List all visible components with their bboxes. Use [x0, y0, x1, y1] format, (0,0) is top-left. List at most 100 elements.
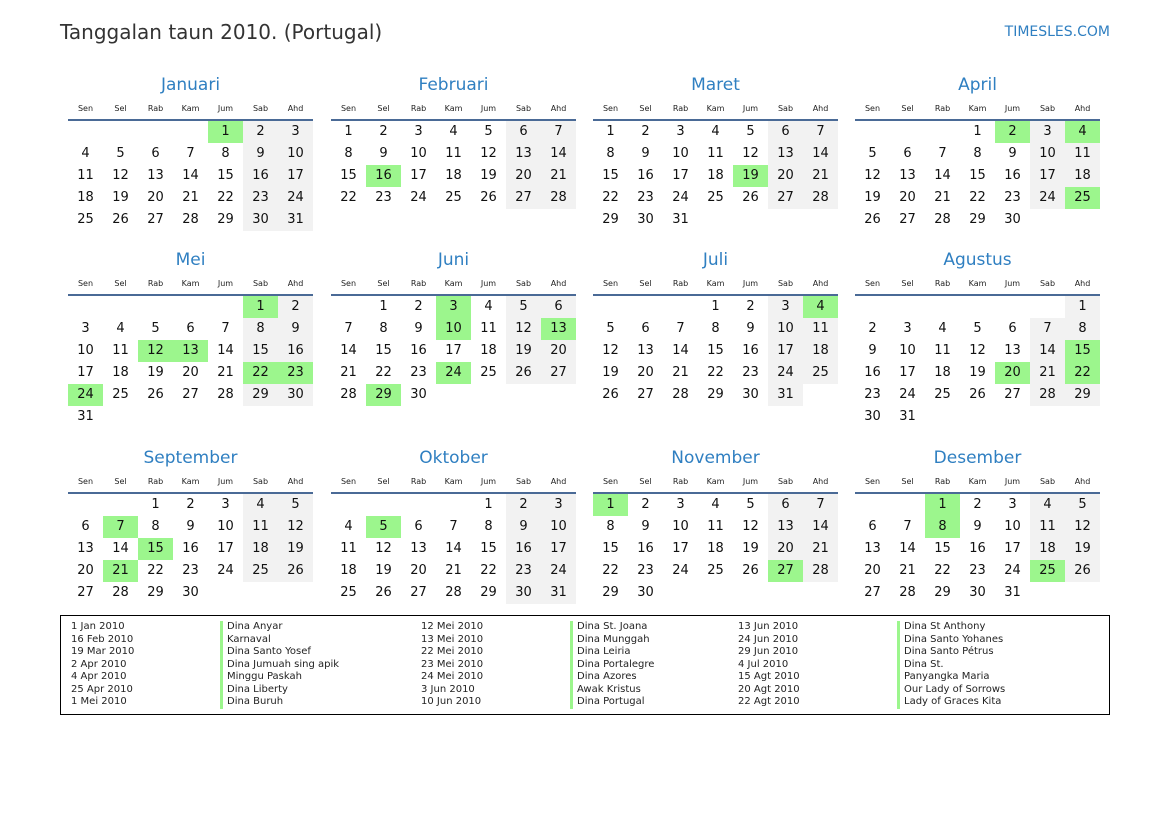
day-cell: 4 [243, 494, 278, 516]
day-cell: 31 [899, 409, 916, 424]
day-cell: 25 [480, 365, 497, 380]
day-cell: 5 [746, 124, 755, 139]
week-row: 16 17 18 19 20 21 22 [855, 362, 1100, 384]
weekday-label: Jum [217, 278, 234, 288]
empty-cell [1065, 582, 1100, 604]
day-cell: 20 [768, 165, 803, 187]
day-cell: 17 [1004, 541, 1021, 556]
day-cell: 14 [803, 143, 838, 165]
day-cell: 26 [278, 560, 313, 582]
day-cell: 10 [1030, 143, 1065, 165]
day-cell: 4 [81, 146, 90, 161]
holiday-name: Dina Azores [570, 671, 654, 684]
holiday-name: Dina St. Joana [570, 621, 654, 634]
day-cell: 17 [899, 365, 916, 380]
day-cell: 10 [672, 146, 689, 161]
day-cell: 13 [637, 343, 654, 358]
empty-cell [698, 582, 733, 604]
holiday-dates-column: 1 Jan 2010 16 Feb 2010 19 Mar 2010 2 Apr 20… [71, 621, 134, 709]
day-cell: 7 [803, 494, 838, 516]
holiday-names-column: Dina St. Joana Dina Munggah Dina Leiria Din… [570, 621, 654, 709]
month-calendar: Januari Sen Sel Rab Kam Jum Sab Ahd 1 2 3 4 5 6 7 8 9 10 1… [68, 73, 313, 231]
empty-cell [278, 582, 313, 604]
day-cell: 11 [707, 519, 724, 534]
weekday-label: Jum [480, 103, 497, 113]
day-cell: 10 [899, 343, 916, 358]
day-cell: 4 [938, 321, 947, 336]
day-cell: 24 [768, 362, 803, 384]
weekday-label: Rab [410, 278, 427, 288]
day-cell: 13 [768, 516, 803, 538]
day-cell: 4 [116, 321, 125, 336]
holiday-name: Dina Buruh [220, 696, 339, 709]
day-cell: 7 [344, 321, 353, 336]
weekday-label: Sab [777, 476, 794, 486]
day-cell: 14 [1030, 340, 1065, 362]
week-row: 13 14 15 16 17 18 19 [68, 538, 313, 560]
weekday-label: Kam [706, 278, 725, 288]
day-cell: 24 [1004, 563, 1021, 578]
day-cell: 28 [445, 585, 462, 600]
month-calendar: Mei Sen Sel Rab Kam Jum Sab Ahd 1 2 3 4 5 6 7 8 9 10 11 12 1… [68, 248, 313, 428]
day-cell: 22 [602, 563, 619, 578]
day-cell: 18 [707, 541, 724, 556]
day-cell: 8 [484, 519, 493, 534]
day-cell: 4 [449, 124, 458, 139]
day-cell: 24 [436, 362, 471, 384]
day-cell: 1 [344, 124, 353, 139]
week-row: 22 23 24 25 26 27 28 [593, 187, 838, 209]
empty-cell [803, 209, 838, 231]
day-cell: 5 [116, 146, 125, 161]
week-row: 8 9 10 11 12 13 14 [593, 516, 838, 538]
weekday-header: Sen Sel Rab Kam Jum Sab Ahd [855, 470, 1100, 494]
day-cell: 6 [641, 321, 650, 336]
empty-cell [855, 494, 890, 516]
holiday-date: 22 Agt 2010 [738, 696, 800, 707]
empty-cell [995, 406, 1030, 428]
day-cell: 15 [969, 168, 986, 183]
holiday-name: Dina Anyar [220, 621, 339, 634]
weekday-label: Rab [934, 476, 951, 486]
holiday-name: Dina Jumuah sing apik [220, 658, 339, 671]
empty-cell [960, 406, 995, 428]
day-cell: 5 [746, 497, 755, 512]
week-row: 5 6 7 8 9 10 11 [593, 318, 838, 340]
day-cell: 9 [243, 143, 278, 165]
weekday-label: Sen [602, 278, 619, 288]
weekday-label: Kam [968, 103, 987, 113]
week-row: 15 16 17 18 19 20 21 [593, 165, 838, 187]
day-cell: 3 [768, 296, 803, 318]
day-cell: 2 [641, 124, 650, 139]
holiday-name: Dina St. [897, 658, 1005, 671]
empty-cell [173, 296, 208, 318]
month-calendar: Desember Sen Sel Rab Kam Jum Sab Ahd 1 2 3 4 5 6 7 8 9 10… [855, 446, 1100, 604]
site-link[interactable]: TIMESLES.COM [1004, 24, 1110, 40]
day-cell: 31 [768, 384, 803, 406]
holiday-date: 13 Mei 2010 [421, 633, 484, 645]
day-cell: 23 [375, 190, 392, 205]
empty-cell [366, 494, 401, 516]
day-cell: 21 [899, 563, 916, 578]
week-row: 11 12 13 14 15 16 17 [68, 165, 313, 187]
day-cell: 17 [1030, 165, 1065, 187]
weekday-label: Kam [444, 278, 463, 288]
weekday-label: Kam [181, 103, 200, 113]
weekday-label: Jum [742, 103, 759, 113]
day-cell: 30 [278, 384, 313, 406]
day-cell: 5 [151, 321, 160, 336]
weekday-label: Kam [444, 103, 463, 113]
day-cell: 29 [602, 212, 619, 227]
month-calendar: November Sen Sel Rab Kam Jum Sab Ahd 1 2 3 4 5 6 7 8 9 10… [593, 446, 838, 604]
day-cell: 25 [243, 560, 278, 582]
holiday-date: 1 Jan 2010 [71, 621, 125, 632]
day-cell: 12 [1065, 516, 1100, 538]
day-cell: 9 [506, 516, 541, 538]
empty-cell [1030, 209, 1065, 231]
day-cell: 18 [445, 168, 462, 183]
day-cell: 8 [606, 519, 615, 534]
holiday-date: 29 Jun 2010 [738, 646, 799, 657]
weekday-header: Sen Sel Rab Kam Jum Sab Ahd [68, 97, 313, 121]
weekday-label: Ahd [812, 278, 829, 288]
weekday-label: Ahd [1074, 278, 1091, 288]
weekday-label: Rab [672, 103, 689, 113]
